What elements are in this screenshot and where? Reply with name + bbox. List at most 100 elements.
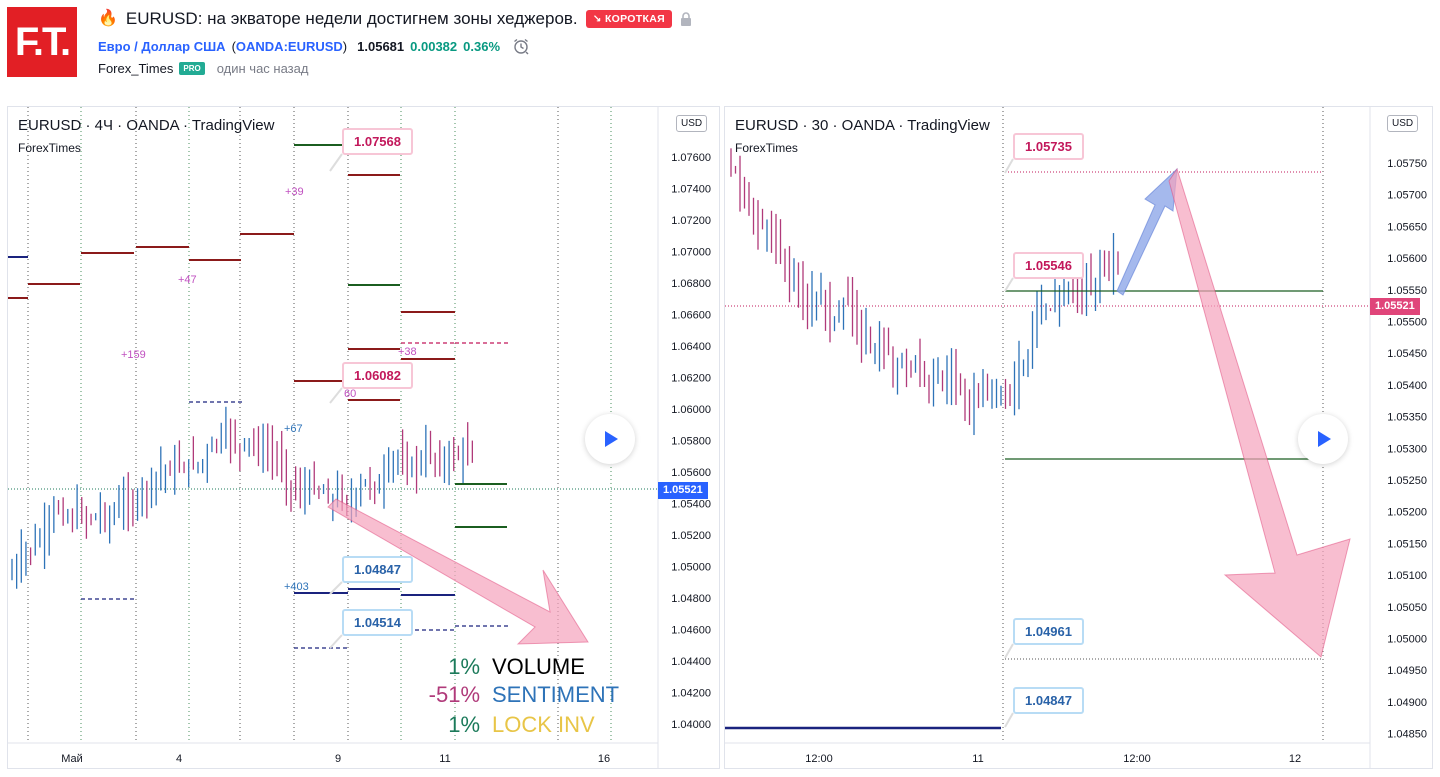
symbol-name-link[interactable]: Евро / Доллар США [98, 38, 226, 54]
alarm-clock-icon[interactable] [512, 37, 530, 55]
price-axis-label: 1.05800 [671, 436, 711, 448]
brand-logo[interactable]: F.T. [7, 7, 77, 77]
callout-pointer [329, 634, 343, 649]
level-delta-label: +403 [284, 581, 309, 593]
price-axis-label: 1.05450 [1387, 348, 1427, 360]
price-axis-label: 1.06400 [671, 341, 711, 353]
price-axis-label: 1.04600 [671, 625, 711, 637]
stat-volume-pct: 1% [448, 654, 480, 679]
right-callout-1[interactable]: 1.05735 [1013, 133, 1084, 160]
left-play-button[interactable] [585, 414, 635, 464]
right-callout-2[interactable]: 1.05546 [1013, 252, 1084, 279]
symbol-change: 0.00382 [410, 38, 458, 54]
level-delta-label: +67 [284, 423, 303, 435]
stat-lock-label: LOCK INV [492, 712, 595, 737]
stat-volume: 1% VOLUME [422, 653, 585, 681]
lock-icon [680, 12, 691, 26]
price-axis-label: 1.05700 [1387, 190, 1427, 202]
price-axis-label: 1.07400 [671, 184, 711, 196]
right-chart-author: ForexTimes [735, 141, 798, 155]
level-delta-label: 60 [344, 388, 356, 400]
left-currency-button[interactable]: USD [676, 115, 708, 132]
author-row: Forex_Times PRO один час назад [98, 61, 308, 76]
price-axis-label: 1.04400 [671, 656, 711, 668]
time-axis-label: 16 [598, 753, 610, 765]
right-play-button[interactable] [1298, 414, 1348, 464]
price-axis-label: 1.05100 [1387, 570, 1427, 582]
symbol-close-paren: ) [342, 38, 348, 54]
price-axis-label: 1.06800 [671, 278, 711, 290]
left-callout-3[interactable]: 1.04847 [342, 556, 413, 583]
callout-pointer [1004, 158, 1014, 174]
left-last-price-tag: 1.05521 [658, 482, 708, 499]
price-axis-label: 1.04900 [1387, 697, 1427, 709]
forecast-arrow-down [1168, 167, 1351, 658]
price-axis-label: 1.05400 [1387, 380, 1427, 392]
price-axis-label: 1.04950 [1387, 665, 1427, 677]
right-chart-canvas[interactable]: 1.057501.057001.056501.056001.055501.055… [725, 107, 1432, 768]
price-axis-label: 1.05400 [671, 499, 711, 511]
left-chart-panel[interactable]: 1.07600 1.07400 1.07200 1.07000 1.06800 1.066… [7, 106, 720, 769]
level-delta-label: +159 [121, 349, 146, 361]
callout-pointer [329, 387, 343, 404]
right-last-price-tag: 1.05521 [1370, 298, 1420, 315]
left-callout-1[interactable]: 1.07568 [342, 128, 413, 155]
stat-sentiment-pct: -51% [428, 682, 480, 707]
callout-pointer [1004, 643, 1014, 659]
price-axis-label: 1.05350 [1387, 412, 1427, 424]
level-delta-label: +38 [398, 346, 417, 358]
left-chart-legend: EURUSD · 4Ч · OANDA · TradingView [18, 117, 275, 134]
price-axis-label: 1.05200 [671, 530, 711, 542]
author-link[interactable]: Forex_Times [98, 61, 174, 76]
price-axis-label: 1.06600 [671, 310, 711, 322]
price-axis-label: 1.05150 [1387, 538, 1427, 550]
price-axis-label: 1.04200 [671, 688, 711, 700]
time-axis-label: 12:00 [1123, 753, 1151, 765]
right-chart-panel[interactable]: 1.05750 1.05700 1.05650 1.05600 1.05550 1.055… [724, 106, 1433, 769]
price-axis-label: 1.05000 [671, 562, 711, 574]
level-delta-label: +39 [285, 186, 304, 198]
left-callout-4[interactable]: 1.04514 [342, 609, 413, 636]
symbol-row: Евро / Доллар США ( OANDA:EURUSD ) 1.056… [98, 37, 530, 55]
price-axis-label: 1.05600 [1387, 253, 1427, 265]
symbol-code-link[interactable]: OANDA:EURUSD [235, 38, 343, 54]
price-axis-label: 1.05650 [1387, 221, 1427, 233]
price-axis-label: 1.07200 [671, 215, 711, 227]
price-axis-label: 1.06000 [671, 404, 711, 416]
price-axis-label: 1.07600 [671, 152, 711, 164]
forecast-arrow-up [1116, 167, 1178, 296]
price-axis-label: 1.04850 [1387, 729, 1427, 741]
left-chart-author: ForexTimes [18, 141, 81, 155]
idea-title-row: 🔥 EURUSD: на экваторе недели достигнем з… [98, 8, 692, 30]
symbol-price: 1.05681 [357, 38, 405, 54]
price-axis-label: 1.05750 [1387, 158, 1427, 170]
stat-lock-pct: 1% [448, 712, 480, 737]
right-chart-legend: EURUSD · 30 · OANDA · TradingView [735, 117, 990, 134]
right-callout-3[interactable]: 1.04961 [1013, 618, 1084, 645]
callout-pointer [1004, 277, 1014, 292]
time-axis-label: 11 [439, 753, 450, 765]
time-axis-label: 9 [335, 753, 341, 765]
stat-sentiment-label: SENTIMENT [492, 682, 620, 707]
symbol-open-paren: ( [231, 38, 236, 54]
time-axis-label: Май [61, 753, 83, 765]
price-axis-label: 1.05550 [1387, 285, 1427, 297]
stat-lock-inv: 1% LOCK INV [422, 711, 595, 739]
price-axis-label: 1.05050 [1387, 602, 1427, 614]
time-axis-label: 11 [972, 753, 983, 765]
price-axis-label: 1.07000 [671, 247, 711, 259]
time-axis-label: 4 [176, 753, 182, 765]
callout-pointer [1004, 712, 1014, 728]
time-axis-label: 12 [1289, 753, 1301, 765]
price-axis-label: 1.05000 [1387, 634, 1427, 646]
left-chart-canvas[interactable]: 1.07600 1.07400 1.07200 1.07000 1.06800 1.066… [8, 107, 719, 768]
price-axis-label: 1.05300 [1387, 443, 1427, 455]
right-callout-4[interactable]: 1.04847 [1013, 687, 1084, 714]
price-axis-label: 1.04000 [671, 719, 711, 731]
price-axis-label: 1.06200 [671, 373, 711, 385]
right-currency-button[interactable]: USD [1387, 115, 1419, 132]
short-badge: ↘ КОРОТКАЯ [585, 10, 672, 28]
stat-sentiment: -51% SENTIMENT [422, 681, 619, 709]
forecast-arrow [327, 498, 589, 645]
left-callout-2[interactable]: 1.06082 [342, 362, 413, 389]
